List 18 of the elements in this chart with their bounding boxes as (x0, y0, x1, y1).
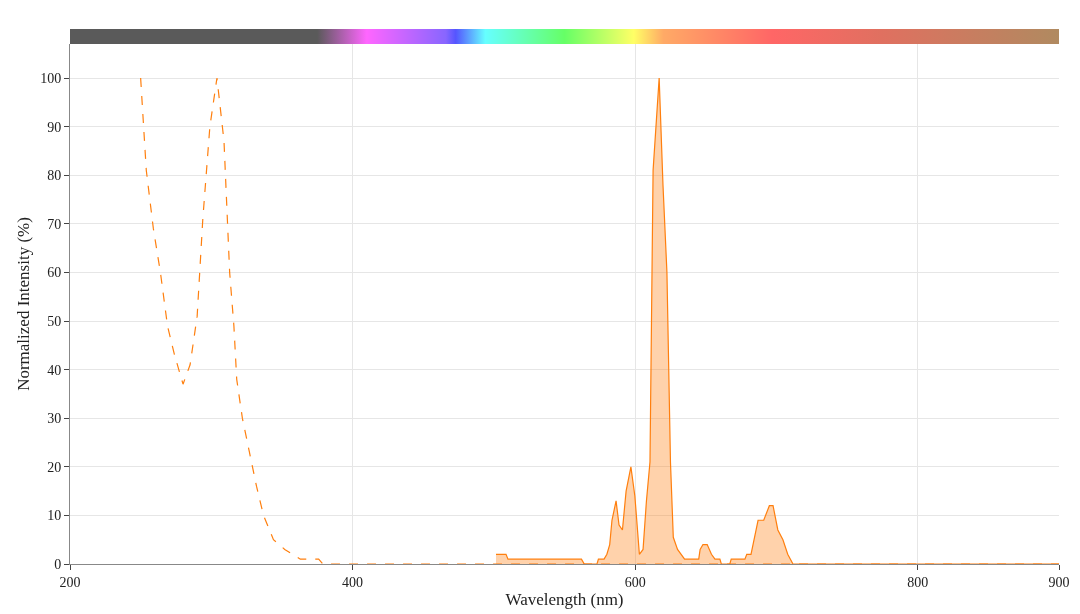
y-tick-label: 80 (47, 168, 62, 184)
x-tick-label: 400 (342, 574, 364, 590)
y-tick-label: 20 (47, 459, 62, 475)
y-tick-label: 50 (47, 313, 62, 329)
x-tick-label: 800 (907, 574, 929, 590)
y-tick-label: 30 (47, 411, 62, 427)
x-tick-label: 900 (1048, 574, 1070, 590)
y-tick-label: 60 (47, 265, 62, 281)
x-tick-label: 200 (59, 574, 81, 590)
y-tick-label: 90 (47, 119, 62, 135)
y-tick-label: 70 (47, 216, 62, 232)
x-axis-title: Wavelength (nm) (505, 590, 624, 610)
y-axis-title: Normalized Intensity (%) (13, 217, 33, 391)
y-tick-label: 40 (47, 362, 62, 378)
y-tick-label: 100 (40, 70, 62, 86)
y-tick-label: 0 (54, 556, 62, 572)
y-tick-label: 10 (47, 508, 62, 524)
x-tick-label: 600 (624, 574, 646, 590)
